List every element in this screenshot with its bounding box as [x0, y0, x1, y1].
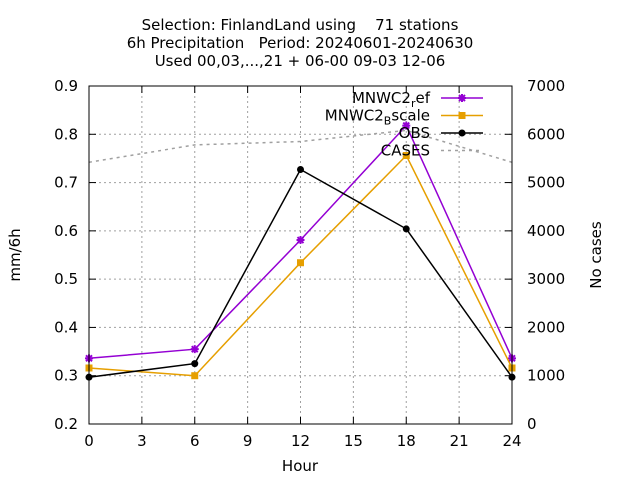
y2-tick-label: 3000: [527, 270, 565, 288]
x-tick-label: 0: [84, 432, 94, 450]
x-tick-label: 15: [344, 432, 363, 450]
chart-title-line-3: Used 00,03,...,21 + 06-00 09-03 12-06: [155, 52, 446, 70]
grid: [89, 86, 512, 424]
chart-title-line-1: Selection: FinlandLand using 71 stations: [142, 16, 459, 34]
y2-tick-label: 0: [527, 415, 537, 433]
x-tick-label: 12: [291, 432, 310, 450]
legend-entry: OBS: [399, 124, 483, 142]
y-tick-label: 0.9: [54, 77, 78, 95]
y-tick-label: 0.2: [54, 415, 78, 433]
y-axis-label: mm/6h: [6, 228, 24, 281]
tick-marks: [88, 85, 513, 425]
y2-axis-label: No cases: [587, 221, 605, 289]
x-tick-label: 3: [137, 432, 147, 450]
data-point: [191, 360, 199, 368]
x-tick-label: 21: [450, 432, 469, 450]
legend-marker: [458, 94, 466, 102]
series-line: [88, 129, 513, 164]
data-point: [402, 152, 410, 160]
tick-labels: 0 3 6 9 12 15 18 21 24 0.2 0.3 0.4 0.5 0.6 0.7 0.8 0.9 0 1…: [54, 77, 565, 450]
y2-tick-label: 2000: [527, 318, 565, 336]
data-point: [297, 259, 304, 267]
y-tick-label: 0.8: [54, 125, 78, 143]
x-tick-label: 24: [502, 432, 521, 450]
y2-tick-label: 4000: [527, 222, 565, 240]
y2-tick-label: 5000: [527, 174, 565, 192]
series-cases: [88, 129, 513, 164]
legend-label: CASES: [381, 142, 430, 160]
y2-tick-label: 6000: [527, 125, 565, 143]
legend-entry: CASES: [381, 142, 483, 160]
data-point: [402, 225, 410, 233]
x-tick-label: 18: [397, 432, 416, 450]
legend-label: OBS: [399, 124, 430, 142]
legend-marker: [458, 129, 466, 137]
y2-tick-label: 1000: [527, 367, 565, 385]
chart-title-line-2: 6h Precipitation Period: 20240601-202406…: [127, 34, 474, 52]
x-axis-label: Hour: [282, 457, 319, 475]
y-tick-label: 0.7: [54, 174, 78, 192]
data-point: [190, 345, 199, 354]
data-point: [296, 236, 305, 245]
legend-label: MNWC2Bscale: [325, 107, 430, 128]
series-obs: [85, 166, 516, 381]
legend-label: MNWC2ref: [352, 89, 431, 110]
y-tick-label: 0.6: [54, 222, 78, 240]
y-tick-label: 0.3: [54, 367, 78, 385]
x-tick-label: 6: [190, 432, 200, 450]
data-point: [191, 372, 199, 380]
legend-entry: MNWC2Bscale: [325, 107, 483, 128]
data-point: [402, 121, 411, 130]
y-tick-label: 0.5: [54, 270, 78, 288]
x-tick-label: 9: [243, 432, 253, 450]
y-tick-label: 0.4: [54, 318, 78, 336]
data-point: [297, 166, 304, 174]
legend-marker: [458, 112, 466, 119]
legend-entry: MNWC2ref: [352, 89, 483, 110]
y2-tick-label: 7000: [527, 77, 565, 95]
